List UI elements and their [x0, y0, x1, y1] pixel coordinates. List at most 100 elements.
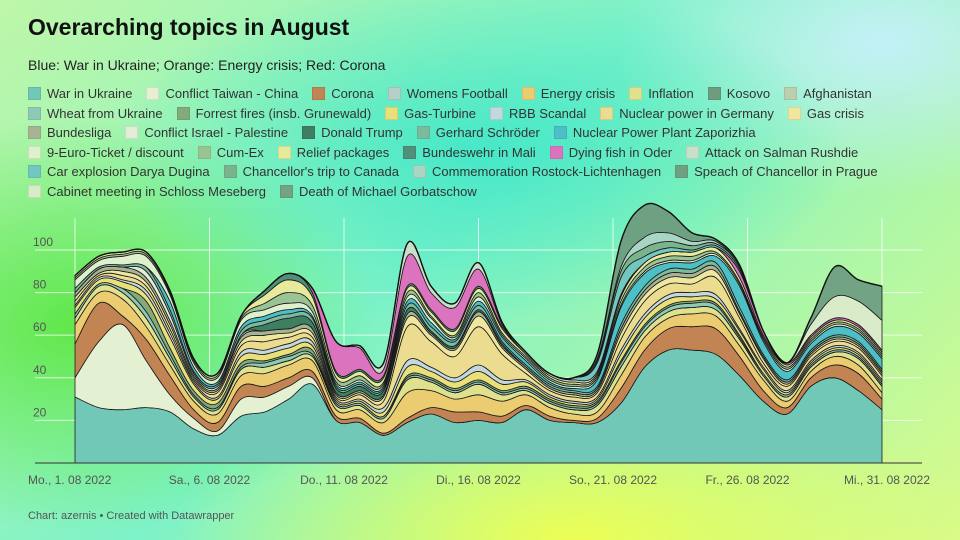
- legend-item: Nuclear Power Plant Zaporizhia: [553, 123, 756, 143]
- legend-label: Wheat from Ukraine: [47, 105, 163, 121]
- legend-item: Corona: [312, 84, 374, 104]
- legend-label: Relief packages: [296, 144, 390, 160]
- legend-swatch: [600, 106, 614, 120]
- legend-item: Cabinet meeting in Schloss Meseberg: [28, 182, 266, 202]
- legend-swatch: [28, 184, 41, 198]
- x-tick-label: Fr., 26. 08 2022: [705, 473, 789, 487]
- legend-item: Inflation: [629, 84, 694, 104]
- legend-item: Conflict Taiwan - China: [146, 84, 298, 104]
- x-tick-label: Do., 11. 08 2022: [300, 473, 388, 487]
- legend-label: Conflict Taiwan - China: [165, 86, 299, 102]
- legend-swatch: [553, 126, 567, 140]
- legend-item: Cum-Ex: [197, 143, 264, 163]
- legend-item: RBB Scandal: [489, 104, 586, 124]
- legend-label: Gas crisis: [806, 105, 864, 121]
- legend-item: Car explosion Darya Dugina: [28, 162, 210, 182]
- legend-swatch: [277, 145, 291, 159]
- legend-item: Bundeswehr in Mali: [403, 143, 536, 163]
- legend-label: Chancellor's trip to Canada: [242, 164, 399, 180]
- legend-swatch: [784, 87, 798, 101]
- y-tick-label: 100: [33, 235, 53, 249]
- legend-swatch: [787, 106, 801, 120]
- legend-swatch: [629, 87, 643, 101]
- legend-item: Forrest fires (insb. Grunewald): [176, 104, 372, 124]
- legend-label: Bundeswehr in Mali: [422, 144, 536, 160]
- legend-label: Gerhard Schröder: [435, 125, 540, 141]
- chart-subtitle: Blue: War in Ukraine; Orange: Energy cri…: [28, 57, 386, 73]
- legend-item: Donald Trump: [302, 123, 403, 143]
- legend-swatch: [521, 87, 535, 101]
- legend-item: Afghanistan: [784, 84, 872, 104]
- legend-item: Energy crisis: [521, 84, 616, 104]
- legend-swatch: [312, 87, 326, 101]
- legend-swatch: [28, 106, 41, 120]
- legend-item: Wheat from Ukraine: [28, 104, 163, 124]
- legend-item: Gerhard Schröder: [416, 123, 540, 143]
- legend-swatch: [125, 126, 139, 140]
- legend-swatch: [675, 165, 689, 179]
- stack-top-outline: [74, 202, 883, 380]
- legend-item: Nuclear power in Germany: [600, 104, 774, 124]
- legend-label: Attack on Salman Rushdie: [705, 144, 859, 160]
- legend-label: Speach of Chancellor in Prague: [694, 164, 878, 180]
- y-tick-label: 40: [33, 363, 47, 377]
- legend-label: Dying fish in Oder: [568, 144, 673, 160]
- legend-item: Death of Michael Gorbatschow: [279, 182, 477, 202]
- legend-item: Speach of Chancellor in Prague: [675, 162, 878, 182]
- legend-item: Womens Football: [387, 84, 508, 104]
- legend-swatch: [28, 126, 41, 140]
- legend-label: Donald Trump: [321, 125, 403, 141]
- legend-swatch: [28, 165, 41, 179]
- legend-item: Conflict Israel - Palestine: [125, 123, 288, 143]
- legend-swatch: [279, 184, 293, 198]
- legend-label: Death of Michael Gorbatschow: [298, 183, 477, 199]
- legend-swatch: [28, 87, 41, 101]
- legend-swatch: [549, 145, 563, 159]
- x-tick-label: Sa., 6. 08 2022: [169, 473, 251, 487]
- chart-axes: 20 40 60 80 100 Mo., 1. 08 2022 Sa., 6. 08 202…: [28, 235, 930, 487]
- legend-label: Cum-Ex: [216, 144, 264, 160]
- legend-swatch: [413, 165, 426, 179]
- legend-item: Gas-Turbine: [385, 104, 476, 124]
- chart-series-areas: [74, 202, 883, 464]
- legend-label: Cabinet meeting in Schloss Meseberg: [47, 183, 266, 199]
- legend-label: Car explosion Darya Dugina: [47, 164, 210, 180]
- legend-swatch: [385, 106, 399, 120]
- legend-swatch: [223, 165, 237, 179]
- legend-swatch: [686, 145, 700, 159]
- x-tick-label: Di., 16. 08 2022: [436, 473, 521, 487]
- legend-item: Chancellor's trip to Canada: [223, 162, 399, 182]
- legend-label: Corona: [331, 86, 374, 102]
- y-tick-label: 20: [33, 405, 47, 419]
- legend-item: Commemoration Rostock-Lichtenhagen: [413, 162, 661, 182]
- y-tick-label: 60: [33, 320, 47, 334]
- x-tick-label: Mi., 31. 08 2022: [844, 473, 930, 487]
- chart-title: Overarching topics in August: [28, 14, 350, 40]
- legend-item: Relief packages: [277, 143, 390, 163]
- legend-label: Afghanistan: [803, 86, 872, 102]
- legend-label: 9-Euro-Ticket / discount: [47, 144, 184, 160]
- legend: War in Ukraine Conflict Taiwan - China Cor…: [28, 84, 928, 201]
- legend-label: Nuclear Power Plant Zaporizhia: [572, 125, 756, 141]
- legend-item: Attack on Salman Rushdie: [686, 143, 858, 163]
- legend-item: Kosovo: [707, 84, 771, 104]
- legend-swatch: [146, 87, 160, 101]
- legend-label: Conflict Israel - Palestine: [144, 125, 289, 141]
- legend-item: Dying fish in Oder: [549, 143, 673, 163]
- x-tick-label: Mo., 1. 08 2022: [28, 473, 112, 487]
- legend-item: War in Ukraine: [28, 84, 132, 104]
- legend-label: Kosovo: [726, 86, 771, 102]
- legend-label: War in Ukraine: [47, 86, 133, 102]
- legend-swatch: [302, 126, 316, 140]
- y-tick-label: 80: [33, 278, 47, 292]
- legend-swatch: [403, 145, 417, 159]
- legend-swatch: [387, 87, 401, 101]
- legend-item: 9-Euro-Ticket / discount: [28, 143, 184, 163]
- legend-label: Inflation: [648, 86, 694, 102]
- legend-label: Forrest fires (insb. Grunewald): [195, 105, 372, 121]
- legend-item: Bundesliga: [28, 123, 111, 143]
- legend-swatch: [707, 87, 721, 101]
- legend-label: Bundesliga: [47, 125, 112, 141]
- legend-label: Energy crisis: [540, 86, 616, 102]
